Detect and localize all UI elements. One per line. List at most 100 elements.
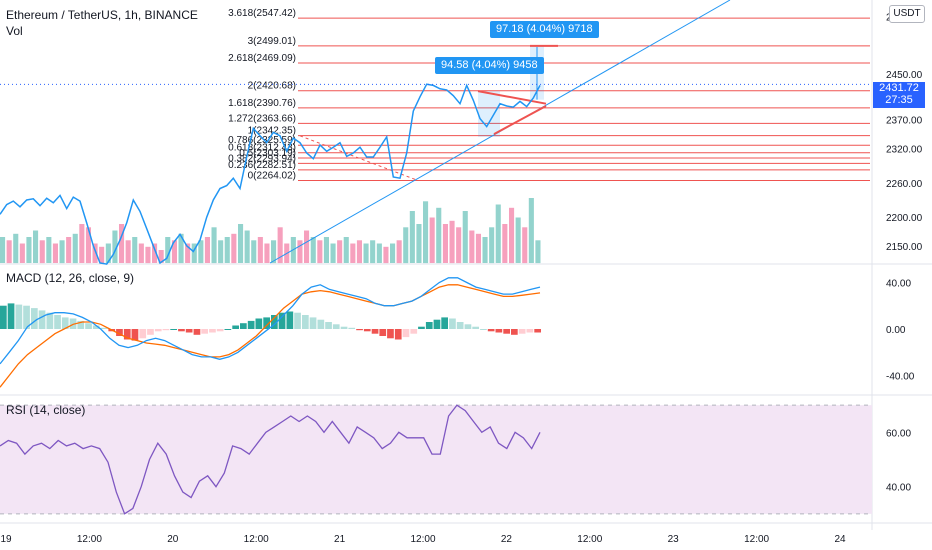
macd-axis-tick: 0.00 <box>886 325 906 336</box>
volume-bar <box>376 243 382 263</box>
volume-bar <box>171 240 177 264</box>
macd-histogram-bar <box>54 315 61 329</box>
price-axis-tick: 2150.00 <box>886 242 923 253</box>
macd-histogram-bar <box>294 312 301 329</box>
time-axis-tick: 12:00 <box>577 534 602 545</box>
volume-bar <box>337 240 343 264</box>
volume-bar <box>489 227 495 264</box>
volume-bar <box>383 246 389 264</box>
volume-bar <box>211 227 217 264</box>
fib-level-label: 3(2499.01) <box>248 36 296 47</box>
macd-histogram-bar <box>394 329 402 340</box>
rsi-band <box>0 405 872 514</box>
volume-bar <box>132 237 138 263</box>
macd-histogram-bar <box>363 329 371 332</box>
time-axis-tick: 21 <box>334 534 346 545</box>
volume-bar <box>469 230 475 263</box>
volume-bar <box>429 217 435 263</box>
fib-level-label: 3.618(2547.42) <box>228 8 296 19</box>
macd-axis-tick: -40.00 <box>886 372 915 383</box>
volume-bar <box>198 240 204 264</box>
time-axis-tick: 12:00 <box>244 534 269 545</box>
macd-histogram-bar <box>495 329 503 333</box>
volume-bar <box>409 211 415 263</box>
volume-label[interactable]: Vol <box>6 24 23 38</box>
macd-histogram-bar <box>503 329 510 334</box>
macd-histogram-bar <box>201 329 208 334</box>
volume-bar <box>396 240 402 264</box>
volume-bar <box>370 240 376 264</box>
volume-bar <box>416 224 422 263</box>
macd-histogram-bar <box>240 323 247 329</box>
last-price: 2431.72 <box>879 82 919 94</box>
volume-bar <box>218 240 224 264</box>
macd-histogram-bar <box>332 324 340 329</box>
fib-level-label: 2(2420.68) <box>248 81 296 92</box>
volume-bar <box>26 237 32 263</box>
volume-bar <box>152 243 158 263</box>
macd-label[interactable]: MACD (12, 26, close, 9) <box>6 271 135 285</box>
macd-line <box>0 277 541 365</box>
macd-histogram-bar <box>77 320 85 329</box>
volume-bar <box>33 230 39 263</box>
volume-bar <box>515 217 521 263</box>
macd-histogram-bar <box>154 329 162 332</box>
price-axis-tick: 2260.00 <box>886 179 923 190</box>
fib-level-label: 0.5(2303.19) <box>239 148 296 159</box>
macd-histogram-bar <box>193 329 201 335</box>
volume-bar <box>112 230 118 263</box>
symbol-title[interactable]: Ethereum / TetherUS, 1h, BINANCE <box>6 8 198 22</box>
macd-histogram-bar <box>487 329 495 332</box>
rsi-axis-tick: 60.00 <box>886 428 911 439</box>
triangle-lower <box>493 105 547 135</box>
macd-histogram-bar <box>170 329 177 330</box>
macd-histogram-bar <box>209 329 216 333</box>
measure-label-2[interactable]: 97.18 (4.04%) 9718 <box>490 21 599 38</box>
macd-histogram-bar <box>0 305 7 329</box>
macd-histogram-bar <box>247 320 255 329</box>
macd-histogram-bar <box>356 329 363 331</box>
price-line <box>0 83 541 265</box>
macd-histogram-bar <box>402 329 410 338</box>
macd-histogram-bar <box>147 329 154 335</box>
macd-histogram-bar <box>526 329 534 333</box>
volume-bar <box>39 240 45 264</box>
volume-bar <box>423 201 429 264</box>
macd-histogram-bar <box>371 329 379 334</box>
fib-level-label: 0.382(2293.94) <box>228 153 296 164</box>
volume-bar <box>522 227 528 264</box>
volume-bar <box>330 243 336 263</box>
volume-bar <box>277 227 283 264</box>
volume-bar <box>125 240 131 264</box>
macd-signal-line <box>0 284 541 388</box>
macd-histogram-bar <box>31 308 38 329</box>
fib-level-label: 0.236(2282.51) <box>228 160 296 171</box>
volume-bar <box>264 243 270 263</box>
last-price-tag: 2431.72 27:35 <box>873 82 925 108</box>
macd-histogram-bar <box>309 317 317 329</box>
volume-bar <box>59 240 65 264</box>
fib-level-label: 0(2264.02) <box>248 170 296 181</box>
volume-bar <box>19 243 25 263</box>
volume-bar <box>46 237 52 263</box>
currency-button[interactable]: USDT <box>889 5 925 23</box>
macd-histogram-bar <box>472 326 479 329</box>
macd-histogram-bar <box>325 322 332 329</box>
macd-histogram-bar <box>216 329 224 332</box>
macd-histogram-bar <box>410 329 418 334</box>
volume-bar <box>238 224 244 263</box>
volume-bar <box>52 243 58 263</box>
volume-bar <box>158 250 164 263</box>
time-axis-tick: 19 <box>0 534 12 545</box>
measure-label-1[interactable]: 94.58 (4.04%) 9458 <box>435 57 544 74</box>
rsi-label[interactable]: RSI (14, close) <box>6 403 86 417</box>
volume-bar <box>442 224 448 263</box>
volume-bar <box>310 237 316 263</box>
macd-histogram-bar <box>271 315 278 329</box>
volume-bar <box>436 207 442 264</box>
volume-bar <box>356 240 362 264</box>
volume-bar <box>317 240 323 264</box>
macd-histogram-bar <box>348 327 356 329</box>
volume-bar <box>251 240 257 264</box>
